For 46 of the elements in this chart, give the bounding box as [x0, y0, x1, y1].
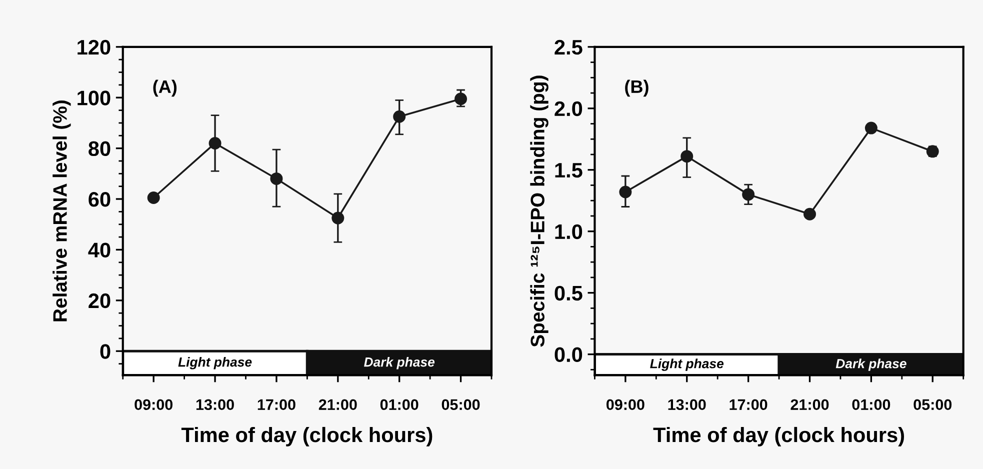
x-tick-label: 13:00 — [196, 399, 234, 410]
point — [803, 208, 816, 220]
y-tick-label: 0 — [100, 344, 110, 359]
band-label: Dark phase — [364, 357, 435, 370]
y-tick-label: 20 — [88, 293, 110, 308]
y-axis-title: Relative mRNA level (%) — [52, 100, 71, 322]
x-axis-title: Time of day (clock hours) — [653, 426, 904, 446]
x-tick-label: 05:00 — [914, 399, 952, 410]
x-tick-label: 17:00 — [730, 399, 768, 410]
x-tick-label: 09:00 — [134, 399, 173, 410]
x-tick-label: 09:00 — [606, 399, 644, 410]
band-label: Light phase — [178, 357, 252, 370]
band-label: Dark phase — [836, 358, 906, 371]
annotation: (A) — [153, 80, 177, 97]
y-tick-label: 2.0 — [554, 101, 582, 116]
y-tick-label: 0.5 — [554, 286, 582, 301]
point — [680, 150, 694, 163]
point — [454, 92, 468, 106]
y-tick-label: 60 — [88, 192, 110, 207]
point — [147, 191, 160, 204]
y-tick-label: 100 — [78, 90, 110, 106]
x-tick-label: 01:00 — [380, 399, 418, 410]
band-label: Light phase — [650, 358, 724, 371]
y-tick-label: 80 — [88, 141, 110, 156]
y-tick-label: 1.0 — [555, 224, 582, 240]
y-tick-label: 0.0 — [554, 347, 582, 362]
y-tick-label: 120 — [78, 40, 110, 55]
y-tick-label: 2.5 — [554, 40, 582, 55]
x-tick-label: 21:00 — [318, 399, 357, 410]
point — [332, 212, 344, 224]
y-tick-label: 1.5 — [555, 163, 582, 178]
x-tick-label: 01:00 — [852, 399, 890, 410]
x-axis-title: Time of day (clock hours) — [181, 426, 432, 446]
x-tick-label: 13:00 — [668, 399, 706, 410]
point — [619, 186, 632, 198]
y-tick-label: 40 — [88, 242, 110, 258]
y-axis-title: Specific ¹²⁵I-EPO binding (pg) — [530, 76, 548, 347]
x-tick-label: 17:00 — [258, 399, 296, 410]
x-tick-label: 21:00 — [790, 399, 829, 410]
x-tick-label: 05:00 — [442, 399, 480, 410]
point — [742, 188, 755, 201]
point — [864, 122, 878, 134]
point — [270, 172, 283, 185]
point — [393, 110, 406, 123]
annotation: (B) — [625, 80, 648, 97]
point — [208, 136, 222, 150]
